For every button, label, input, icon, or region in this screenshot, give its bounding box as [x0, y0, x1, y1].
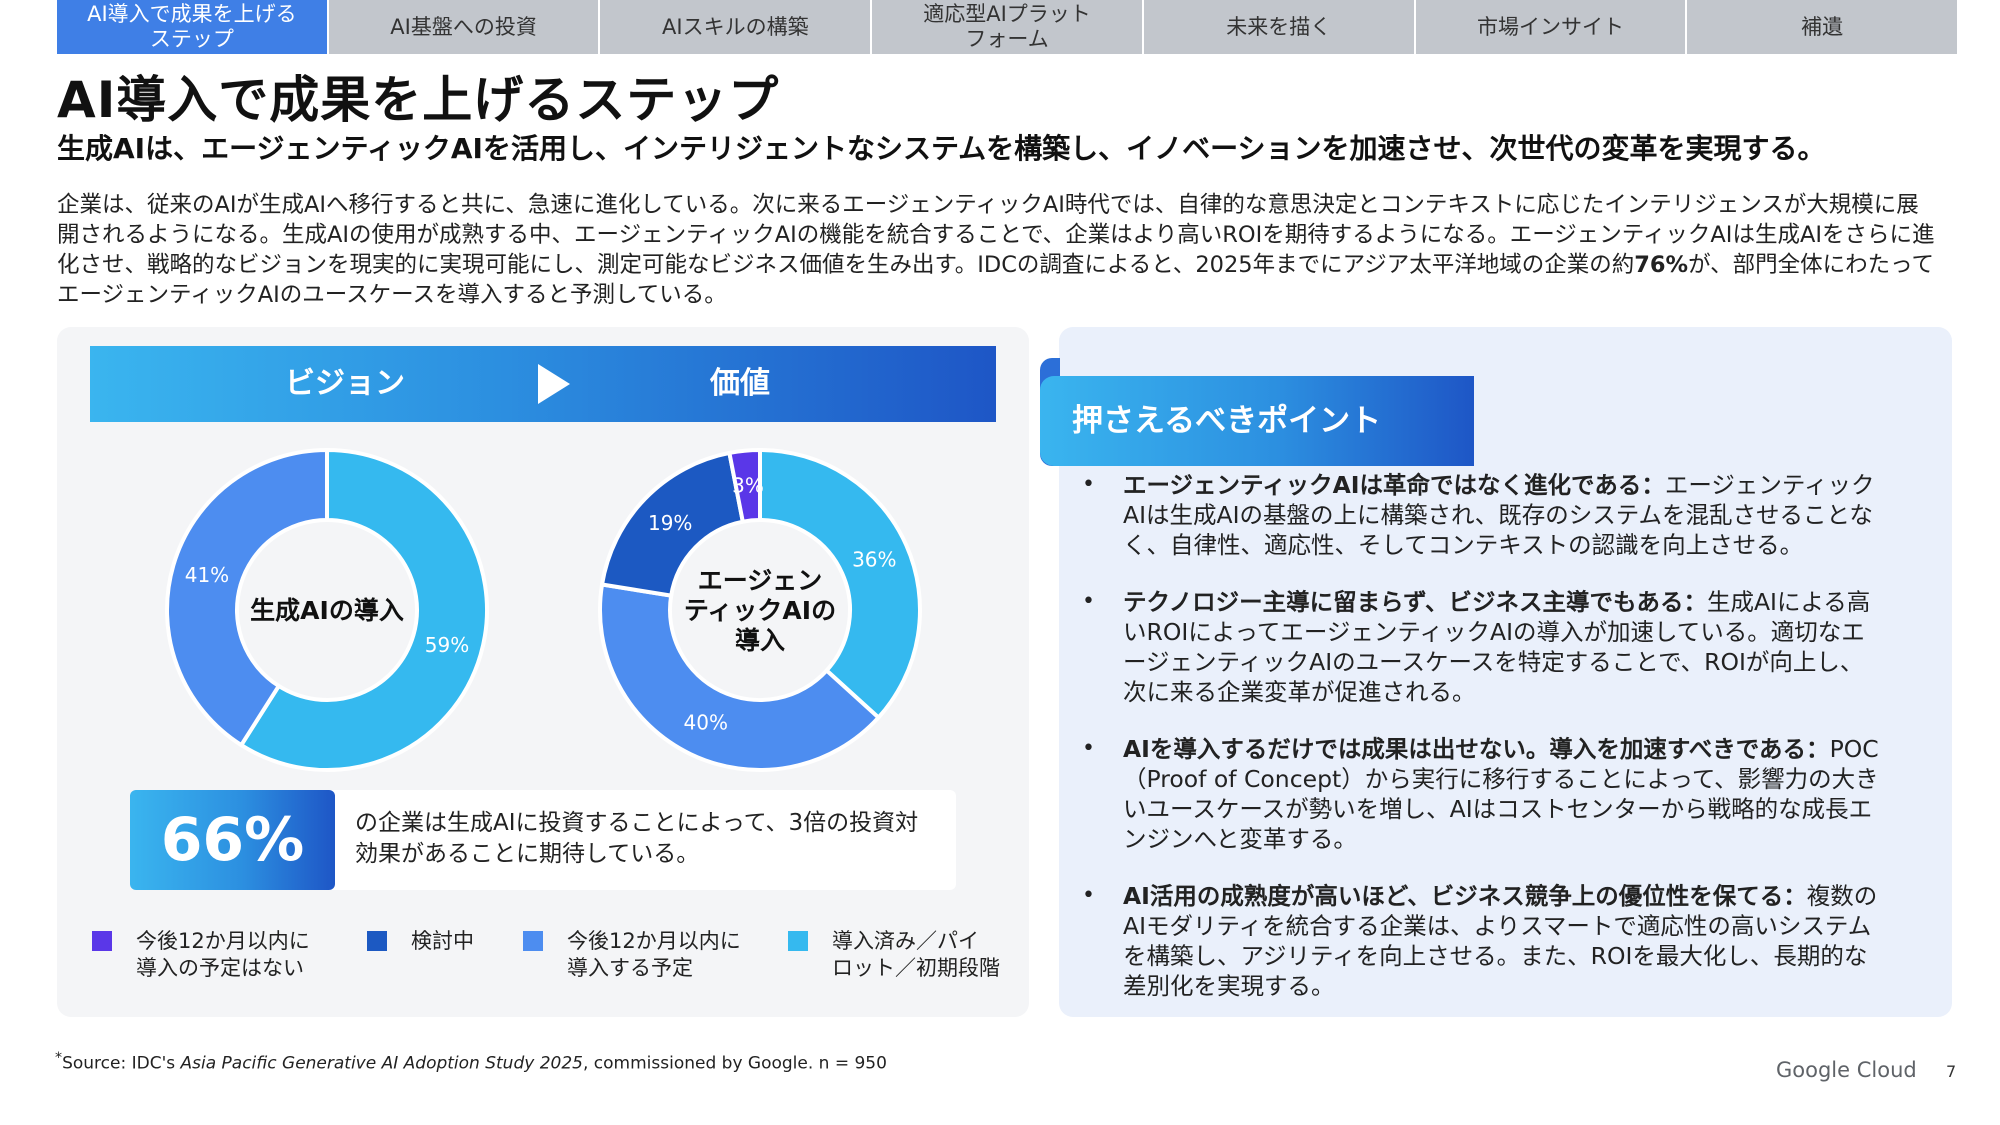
footnote-suffix: , commissioned by Google. n = 950 — [582, 1053, 887, 1074]
tab-market-insight[interactable]: 市場インサイト — [1415, 0, 1686, 54]
list-item: テクノロジー主導に留まらず、ビジネス主導でもある：生成AIによる高いROIによっ… — [1082, 587, 1882, 707]
legend-swatch — [523, 931, 543, 951]
donut-center-title: エージェン — [698, 566, 823, 595]
legend-label: 検討中 — [411, 929, 474, 953]
donut-slice — [598, 582, 882, 772]
slice-label: 3% — [732, 474, 764, 498]
tab-label: 補遺 — [1801, 14, 1844, 39]
page-subtitle: 生成AIは、エージェンティックAIを活用し、インテリジェントなシステムを構築し、… — [57, 132, 1826, 165]
tab-label: 市場インサイト — [1476, 14, 1624, 39]
tab-appendix[interactable]: 補遺 — [1687, 0, 1958, 54]
list-item: AIを導入するだけでは成果は出せない。導入を加速すべきである：POC（Proof… — [1082, 734, 1882, 854]
stat-callout: 66% の企業は生成AIに投資することによって、3倍の投資対効果があることに期待… — [130, 790, 956, 890]
donut-slice — [238, 447, 489, 772]
section-tabs: AI導入で成果を上げる ステップ AI基盤への投資 AIスキルの構築 適応型AI… — [57, 0, 1958, 54]
intro-text-end: が、部門全体にわたってエージェンティックAIのユースケースを導入すると予測してい… — [57, 252, 1935, 308]
donut-center-title: ティックAIの — [684, 596, 836, 625]
legend-label: 導入済み／パイ ロット／初期段階 — [832, 929, 1000, 980]
point-text: 生成AIによる高いROIによってエージェンティックAIの導入が加速している。適切… — [1123, 588, 1871, 706]
tab-ai-skills[interactable]: AIスキルの構築 — [600, 0, 871, 54]
tab-ai-adoption-steps[interactable]: AI導入で成果を上げる ステップ — [57, 0, 327, 54]
slice-label: 40% — [684, 711, 728, 735]
donut-center-title: 導入 — [735, 626, 785, 655]
point-heading: テクノロジー主導に留まらず、ビジネス主導でもある： — [1123, 588, 1707, 616]
point-text: POC（Proof of Concept）から実行に移行することによって、影響力… — [1123, 735, 1879, 853]
arrow-right-icon — [538, 364, 570, 404]
slice-label: 41% — [185, 563, 229, 587]
list-item: エージェンティックAIは革命ではなく進化である：エージェンティックAIは生成AI… — [1082, 470, 1882, 560]
value-label: 価値 — [710, 366, 770, 401]
tab-future[interactable]: 未来を描く — [1143, 0, 1414, 54]
intro-text: 企業は、従来のAIが生成AIへ移行すると共に、急速に進化している。次に来るエージ… — [57, 192, 1935, 278]
slice-label: 59% — [425, 633, 469, 657]
legend-swatch — [788, 931, 808, 951]
donut-genai: 59% 41% 生成AIの導入 — [165, 447, 489, 772]
legend-item-no-plan: 今後12か月以内に 導入の予定はない — [92, 928, 310, 982]
legend-item-plan-12-months: 今後12か月以内に 導入する予定 — [523, 928, 741, 982]
donut-center-title: 生成AIの導入 — [250, 596, 404, 625]
page-number: 7 — [1946, 1062, 1957, 1081]
intro-highlight: 76% — [1634, 252, 1689, 278]
vision-label: ビジョン — [285, 366, 405, 401]
point-heading: AIを導入するだけでは成果は出せない。導入を加速すべきである： — [1123, 735, 1830, 763]
tab-label: AI導入で成果を上げる ステップ — [87, 2, 297, 51]
vision-value-bar: ビジョン 価値 — [90, 346, 996, 422]
footnote-prefix: Source: IDC's — [62, 1053, 181, 1074]
point-heading: AI活用の成熟度が高いほど、ビジネス競争上の優位性を保てる： — [1123, 882, 1807, 910]
page-title: AI導入で成果を上げるステップ — [57, 71, 780, 129]
donut-slice — [165, 447, 329, 748]
tab-label: AI基盤への投資 — [390, 14, 537, 39]
intro-paragraph: 企業は、従来のAIが生成AIへ移行すると共に、急速に進化している。次に来るエージ… — [57, 190, 1937, 310]
footnote-marker: * — [55, 1050, 63, 1066]
list-item: AI活用の成熟度が高いほど、ビジネス競争上の優位性を保てる：複数のAIモダリティ… — [1082, 881, 1882, 1001]
legend-label: 今後12か月以内に 導入する予定 — [567, 929, 741, 980]
tab-ai-infrastructure[interactable]: AI基盤への投資 — [328, 0, 599, 54]
slice-label: 19% — [648, 511, 692, 535]
key-points-list: エージェンティックAIは革命ではなく進化である：エージェンティックAIは生成AI… — [1082, 470, 1882, 1028]
legend-swatch — [367, 931, 387, 951]
source-footnote: *Source: IDC's Asia Pacific Generative A… — [55, 1050, 887, 1074]
google-cloud-logo: Google Cloud — [1776, 1058, 1917, 1082]
donut-slice — [758, 447, 922, 721]
tab-adaptive-platform[interactable]: 適応型AIプラット フォーム — [872, 0, 1142, 54]
legend-label: 今後12か月以内に 導入の予定はない — [136, 929, 310, 980]
legend-item-considering: 検討中 — [367, 928, 474, 955]
point-text: エージェンティックAIは生成AIの基盤の上に構築され、既存のシステムを混乱させる… — [1123, 471, 1875, 559]
legend-swatch — [92, 931, 112, 951]
donut-slice — [727, 447, 762, 525]
donut-agentic-ai: 36% 40% 19% 3% エージェンティックAIの導入 — [598, 447, 922, 772]
donut-slice — [599, 450, 746, 598]
tab-label: AIスキルの構築 — [662, 14, 809, 39]
tab-label: 適応型AIプラット フォーム — [923, 2, 1091, 51]
tab-label: 未来を描く — [1226, 14, 1332, 39]
stat-text: の企業は生成AIに投資することによって、3倍の投資対効果があることに期待している… — [355, 810, 919, 867]
points-header: 押さえるべきポイント — [1040, 376, 1474, 466]
point-heading: エージェンティックAIは革命ではなく進化である： — [1123, 471, 1665, 499]
stat-value: 66% — [130, 790, 335, 890]
point-text: 複数のAIモダリティを統合する企業は、よりスマートで適応性の高いシステムを構築し… — [1123, 882, 1878, 1000]
footnote-study: Asia Pacific Generative AI Adoption Stud… — [180, 1053, 583, 1074]
slice-label: 36% — [852, 547, 896, 571]
legend-item-adopted: 導入済み／パイ ロット／初期段階 — [788, 928, 1000, 982]
